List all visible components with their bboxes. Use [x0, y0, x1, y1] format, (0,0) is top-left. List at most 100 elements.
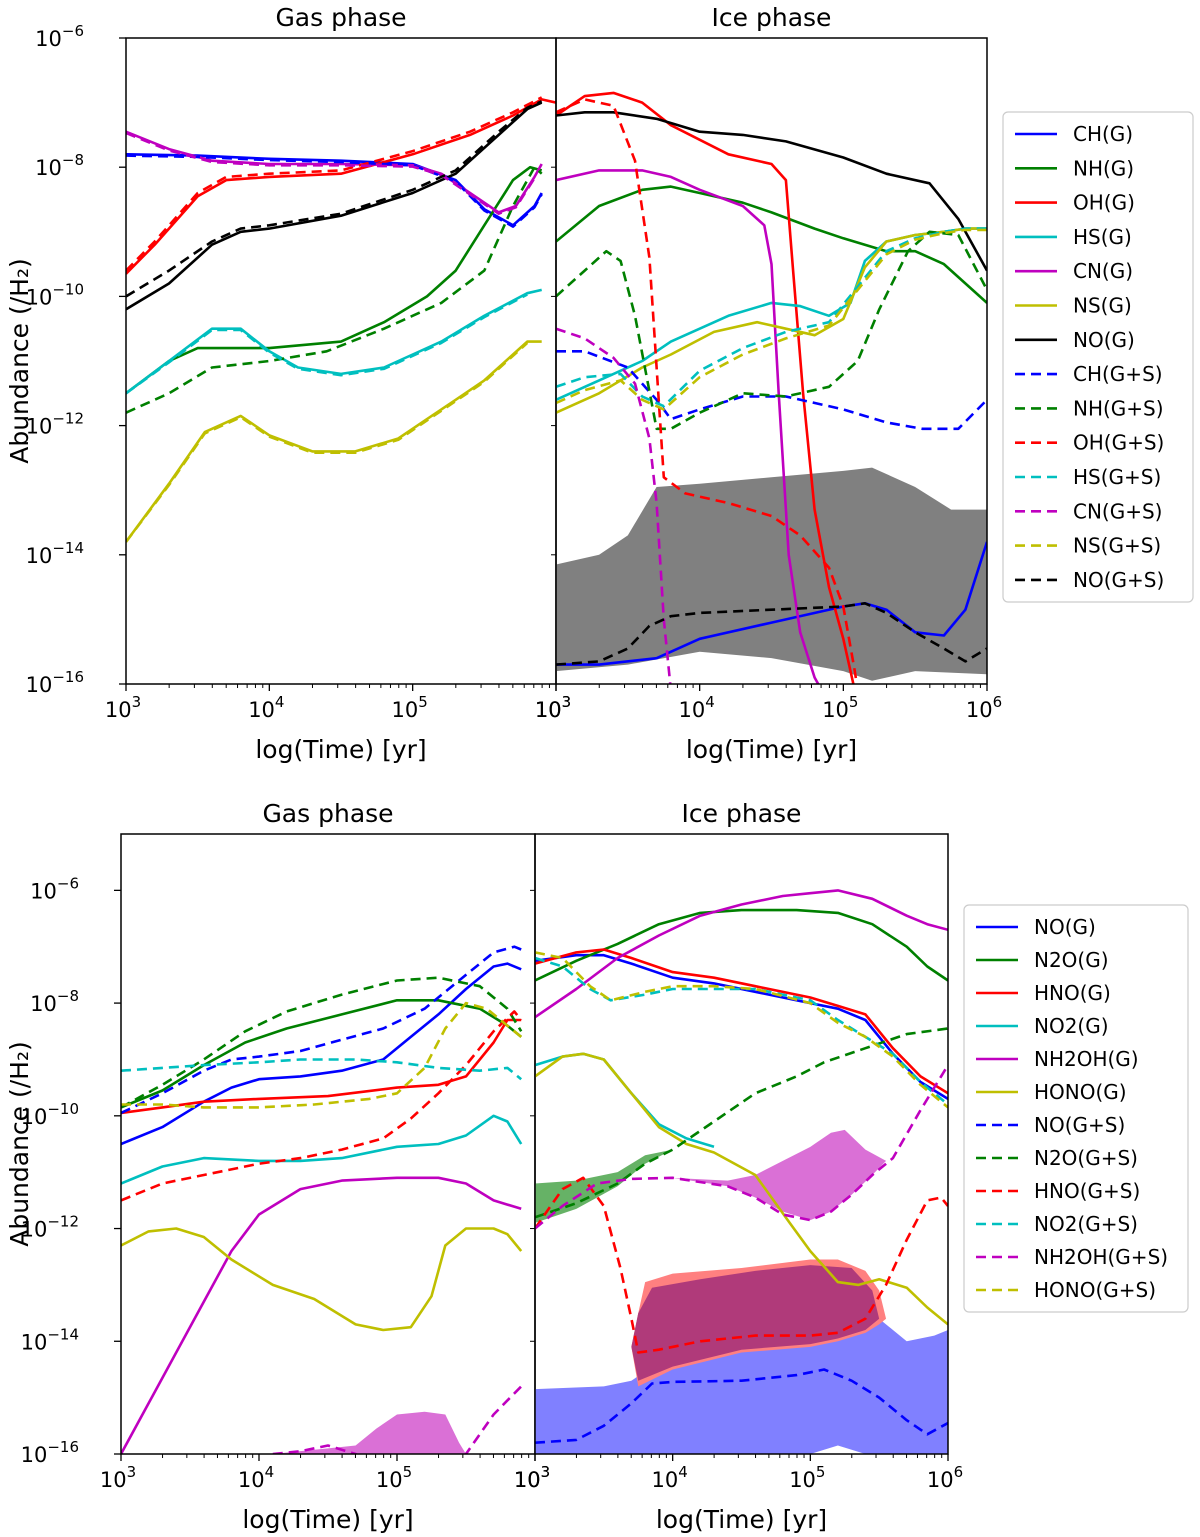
- panel-bottom-right-xtick-label: 103: [514, 1463, 550, 1492]
- panel-top-right-line-cn-g: [556, 169, 820, 684]
- panel-bottom-right-title: Ice phase: [682, 799, 802, 828]
- legend-label-hono-g: HONO(G): [1034, 1080, 1127, 1104]
- panel-top-left-plot-area: [126, 96, 556, 543]
- panel-top-left-line-nh-g-s: [126, 165, 543, 414]
- legend-label-no-g: NO(G): [1034, 915, 1096, 939]
- panel-bottom-right-xtick-label: 106: [927, 1463, 963, 1492]
- panel-bottom-right-band-4: [672, 1129, 887, 1221]
- panel-top-left-line-cn-g-s: [126, 131, 536, 215]
- legend-label-hs-g-s: HS(G+S): [1073, 465, 1161, 489]
- panel-bottom-left-line-nh2oh-g: [121, 1176, 522, 1454]
- panel-top-left: 103 104 105 103 10−6 10−8 10−10 10−12 10−14 10−16…: [5, 3, 571, 764]
- legend-label-no2-g: NO2(G): [1034, 1014, 1109, 1038]
- panel-bottom-left-line-n2o-g: [121, 998, 523, 1109]
- panel-bottom-left-line-nh2oh-g-s: [272, 1385, 523, 1454]
- panel-top-left-title: Gas phase: [275, 3, 406, 32]
- panel-top-left-xtick-label: 103: [535, 693, 571, 722]
- panel-bottom-left-ytick-label: 10−16: [21, 1438, 79, 1467]
- panel-top-right-line-cn-g-s: [556, 327, 672, 684]
- panel-bottom-left-band-0: [272, 1411, 466, 1454]
- legend-label-nh-g-s: NH(G+S): [1073, 396, 1164, 420]
- panel-bottom-right-xlabel: log(Time) [yr]: [656, 1505, 827, 1534]
- panel-bottom-right-xtick-label: 105: [789, 1463, 825, 1492]
- panel-bottom-right-line-n2o-g: [535, 908, 948, 982]
- panel-top-right-band-0: [556, 467, 987, 681]
- panel-bottom-left-ylabel: Abundance (/H₂): [5, 1041, 34, 1247]
- panel-top-left-line-ch-g-s: [126, 154, 543, 228]
- panel-top-left-line-ns-g: [126, 340, 542, 543]
- panel-top-left-xtick-label: 105: [392, 693, 428, 722]
- panel-bottom-right-plot-area: [535, 889, 948, 1454]
- panel-top-right-xtick-label: 105: [822, 693, 858, 722]
- panel-top-left-line-oh-g-s: [126, 96, 543, 272]
- legend-label-cn-g: CN(G): [1073, 259, 1133, 283]
- panel-top-right-plot-area: [556, 91, 987, 684]
- legend-top-frame: [1002, 111, 1194, 603]
- legend-top: CH(G) NH(G) OH(G) HS(G) CN(G) NS(G) NO(G) CH(G+…: [1002, 111, 1194, 603]
- panel-top-right-title: Ice phase: [712, 3, 832, 32]
- panel-bottom-left-frame: [120, 833, 536, 1455]
- legend-label-hno-g-s: HNO(G+S): [1034, 1179, 1140, 1203]
- panel-bottom-right-frame: [534, 833, 949, 1455]
- panel-bottom-right: 103 104 105 106 Ice phase log(Time) [yr]: [514, 799, 963, 1534]
- panel-top-left-ytick-label: 10−16: [26, 668, 84, 697]
- panel-bottom-left-line-hno-g: [121, 1018, 522, 1115]
- panel-bottom-left-line-no2-g-s: [121, 1058, 523, 1081]
- panel-bottom-left-xtick-label: 104: [238, 1463, 274, 1492]
- panel-top-left-ytick-label: 10−6: [35, 22, 84, 51]
- panel-top-left-ytick-label: 10−8: [35, 151, 84, 180]
- panel-top-right-xtick-label: 104: [679, 693, 715, 722]
- legend-label-oh-g: OH(G): [1073, 191, 1135, 215]
- legend-label-ns-g-s: NS(G+S): [1073, 534, 1161, 558]
- legend-label-ns-g: NS(G): [1073, 294, 1132, 318]
- panel-top-right-line-oh-g: [556, 91, 855, 684]
- panel-bottom-left-line-n2o-g-s: [121, 976, 523, 1109]
- panel-bottom-right-line-nh2oh-g-s: [535, 1064, 948, 1230]
- legend-label-ch-g: CH(G): [1073, 122, 1133, 146]
- panel-top-left-line-oh-g: [126, 98, 556, 275]
- panel-top-left-ytick-label: 10−12: [26, 410, 84, 439]
- panel-top-left-ytick-label: 10−10: [26, 280, 84, 309]
- legend-bottom-frame: [963, 904, 1189, 1313]
- panel-bottom-right-line-hno-g-s: [535, 1176, 948, 1354]
- panel-top-right-line-oh-g-s: [556, 98, 859, 684]
- legend-label-no-g-s: NO(G+S): [1034, 1113, 1125, 1137]
- panel-top-right-line-nh-g: [556, 185, 987, 304]
- panel-top-left-line-no-g: [126, 101, 543, 311]
- panel-bottom-left-xtick-label: 105: [376, 1463, 412, 1492]
- panel-top-left-xlabel: log(Time) [yr]: [255, 735, 426, 764]
- panel-top-left-frame: [125, 37, 557, 685]
- panel-bottom-left-ytick-label: 10−14: [21, 1325, 79, 1354]
- panel-bottom-right-line-nh2oh-g: [535, 889, 948, 1019]
- panel-top-right-line-ns-g-s: [556, 228, 987, 411]
- panel-bottom-left-xlabel: log(Time) [yr]: [242, 1505, 413, 1534]
- panel-bottom-right-line-no2-g: [535, 1052, 715, 1149]
- panel-bottom-left-title: Gas phase: [262, 799, 393, 828]
- legend-label-hs-g: HS(G): [1073, 225, 1132, 249]
- panel-bottom-right-line-no-g: [535, 953, 948, 1101]
- legend-label-oh-g-s: OH(G+S): [1073, 431, 1164, 455]
- panel-top-left-xtick-label: 103: [105, 693, 141, 722]
- panel-bottom-right-line-no-g-s: [535, 1368, 948, 1444]
- panel-top-left-line-nh-g: [126, 165, 543, 395]
- panel-bottom-right-line-no2-g-s: [535, 956, 948, 1106]
- panel-top-right-xtick-label: 106: [966, 693, 1002, 722]
- panel-bottom-right-line-hono-g-s: [535, 951, 948, 1109]
- panel-bottom-left-ytick-label: 10−6: [30, 874, 79, 903]
- panel-top-left-line-cn-g: [126, 130, 543, 214]
- legend-label-no2-g-s: NO2(G+S): [1034, 1212, 1138, 1236]
- panel-top-left-line-ns-g-s: [126, 341, 529, 543]
- legend-label-nh2oh-g: NH2OH(G): [1034, 1047, 1139, 1071]
- panel-bottom-left-line-no-g: [121, 962, 522, 1146]
- panel-top-right-frame: [555, 37, 988, 685]
- panel-bottom-left-ytick-label: 10−8: [30, 987, 79, 1016]
- panel-top-right-xtick-label: 103: [535, 693, 571, 722]
- panel-top-right-xlabel: log(Time) [yr]: [686, 735, 857, 764]
- panel-top-left-ylabel: Abundance (/H₂): [5, 258, 34, 464]
- legend-label-n2o-g-s: N2O(G+S): [1034, 1146, 1138, 1170]
- legend-label-no-g-s: NO(G+S): [1073, 568, 1164, 592]
- panel-top-left-line-no-g-s: [126, 100, 543, 298]
- panel-bottom-left: 103 104 105 10310−610−810−1010−1210−1410−16…: [5, 799, 550, 1534]
- legend-label-nh-g: NH(G): [1073, 156, 1134, 180]
